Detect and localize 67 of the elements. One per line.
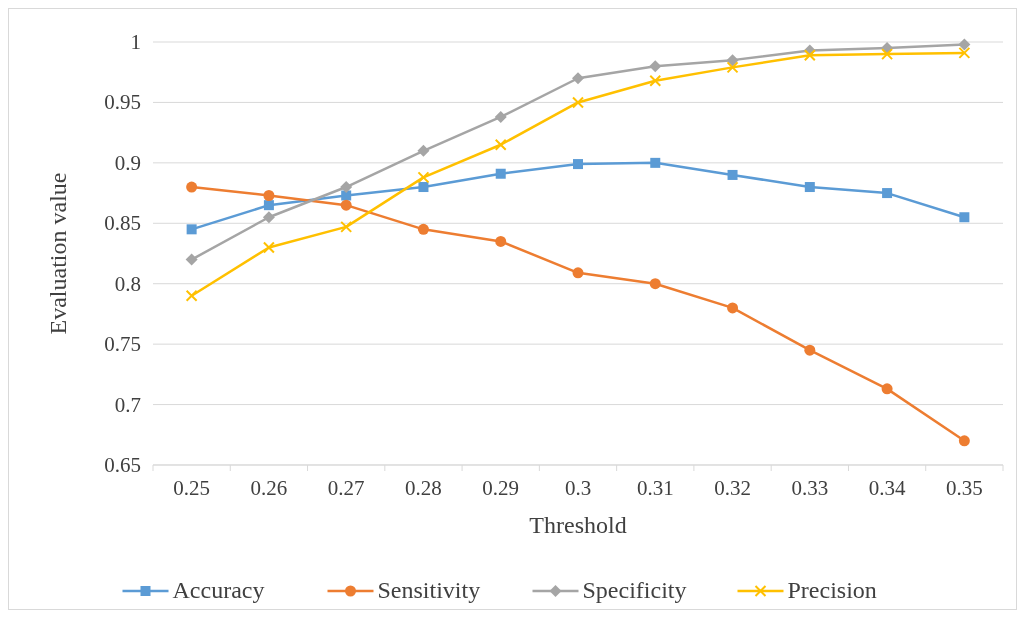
x-tick-label: 0.31 xyxy=(636,476,674,500)
point xyxy=(958,46,971,59)
x-tick-label: 0.29 xyxy=(482,476,520,500)
point xyxy=(958,435,970,447)
point xyxy=(572,267,584,279)
x-tick-label: 0.34 xyxy=(868,476,906,500)
x-tick-label: 0.27 xyxy=(327,476,365,500)
point xyxy=(417,171,430,184)
x-tick-label: 0.32 xyxy=(714,476,751,500)
point xyxy=(727,302,739,314)
point xyxy=(262,211,275,224)
x-tick-label: 0.28 xyxy=(405,476,442,500)
point xyxy=(649,60,662,73)
legend-label: Specificity xyxy=(582,577,687,603)
point xyxy=(726,54,739,67)
point xyxy=(185,289,198,302)
x-tick-label: 0.26 xyxy=(250,476,288,500)
legend-label: Sensitivity xyxy=(377,577,481,603)
point xyxy=(804,182,815,193)
point xyxy=(727,169,738,180)
y-tick-label: 0.75 xyxy=(104,332,141,357)
point xyxy=(958,38,971,51)
point xyxy=(262,241,275,254)
point xyxy=(959,212,970,223)
x-tick-label: 0.35 xyxy=(945,476,983,500)
y-tick-label: 0.7 xyxy=(114,392,141,417)
point xyxy=(263,189,275,201)
x-tick-label: 0.3 xyxy=(564,476,592,500)
point xyxy=(726,61,739,74)
point xyxy=(263,200,274,211)
y-tick-label: 0.85 xyxy=(104,211,141,236)
x-tick-label: 0.33 xyxy=(791,476,829,500)
point xyxy=(572,96,584,109)
point xyxy=(649,74,662,87)
point xyxy=(573,159,583,170)
x-tick-label: 0.25 xyxy=(173,476,211,500)
point xyxy=(649,278,661,290)
point xyxy=(494,110,507,123)
point xyxy=(804,344,816,356)
point xyxy=(494,138,507,151)
point xyxy=(340,220,353,233)
x-axis-title: Threshold xyxy=(529,512,627,538)
point xyxy=(186,224,197,235)
point xyxy=(803,49,816,62)
point xyxy=(185,253,198,266)
point xyxy=(418,182,429,193)
point xyxy=(340,199,352,211)
y-tick-label: 0.95 xyxy=(104,90,141,115)
point xyxy=(495,168,506,179)
y-tick-label: 0.9 xyxy=(114,150,141,175)
point xyxy=(495,235,507,247)
y-axis-title: Evaluation value xyxy=(45,172,71,335)
point xyxy=(186,181,198,193)
legend-label: Precision xyxy=(787,577,877,603)
point xyxy=(417,144,430,157)
point xyxy=(341,190,352,201)
y-tick-label: 1 xyxy=(130,30,141,54)
point xyxy=(417,223,429,235)
point xyxy=(650,157,661,168)
point xyxy=(572,72,584,85)
legend-label: Accuracy xyxy=(172,577,265,603)
point xyxy=(881,383,893,395)
point xyxy=(881,48,894,61)
point xyxy=(340,181,353,194)
y-tick-label: 0.8 xyxy=(114,271,141,296)
y-tick-label: 0.65 xyxy=(104,453,141,477)
point xyxy=(882,188,893,199)
